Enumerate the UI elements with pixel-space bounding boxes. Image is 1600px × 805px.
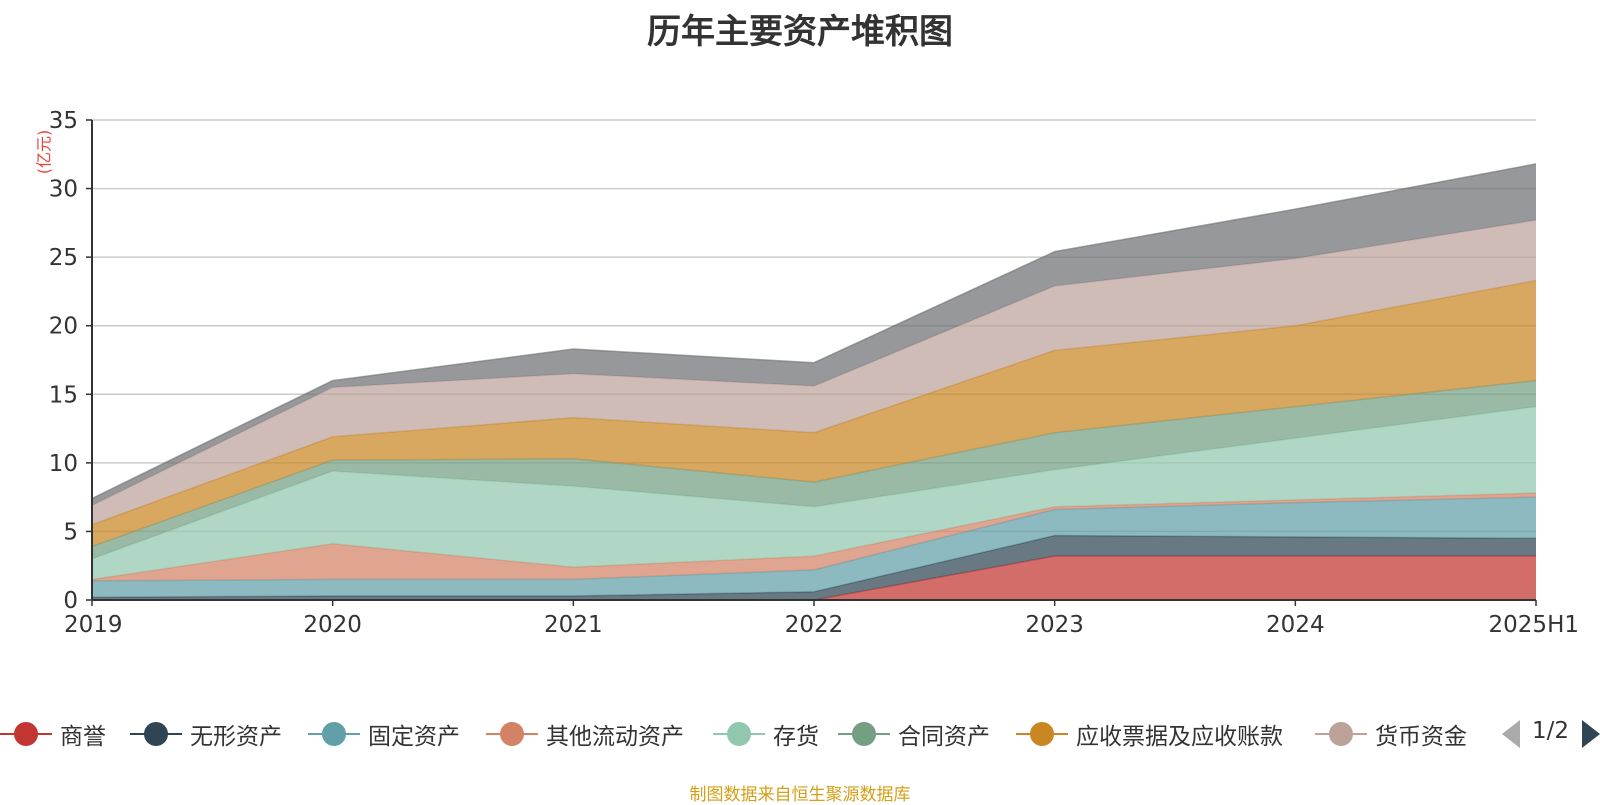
legend-label: 存货 — [773, 724, 819, 750]
area-series-7 — [92, 220, 1536, 525]
legend-marker-icon — [1315, 719, 1367, 749]
y-tick-label: 0 — [63, 588, 78, 614]
legend: 商誉 无形资产 固定资产 其他流动资产 存货 合同资产 应收票据及应收账款 货币资金 — [0, 714, 1600, 754]
legend-label: 其他流动资产 — [546, 724, 684, 750]
legend-item[interactable]: 无形资产 — [130, 714, 282, 754]
stacked-area-chart: 0 5 10 15 20 25 30 35 2019 2020 2021 2022 2023 2024 20… — [49, 108, 1579, 638]
y-tick-label: 10 — [49, 451, 78, 477]
legend-label: 商誉 — [60, 724, 106, 750]
y-tick-label: 35 — [49, 108, 78, 134]
area-series-2 — [92, 497, 1536, 598]
legend-item[interactable]: 货币资金 — [1315, 714, 1467, 754]
x-tick-label: 2022 — [785, 612, 844, 638]
legend-item[interactable]: 固定资产 — [308, 714, 460, 754]
legend-marker-icon — [713, 719, 765, 749]
area-series-4 — [92, 406, 1536, 580]
legend-item[interactable]: 合同资产 — [838, 714, 990, 754]
series-line-2 — [91, 496, 1537, 582]
area-series-0 — [92, 556, 1536, 600]
legend-item[interactable]: 存货 — [713, 714, 819, 754]
y-tick-label: 5 — [63, 519, 78, 545]
legend-label: 合同资产 — [898, 724, 990, 750]
area-series-8 — [92, 163, 1536, 506]
legend-page-indicator: 1/2 — [1532, 718, 1570, 744]
x-tick-label: 2023 — [1025, 612, 1084, 638]
y-tick-label: 25 — [49, 245, 78, 271]
legend-marker-icon — [0, 719, 52, 749]
y-tick-label: 30 — [49, 177, 78, 203]
area-series-6 — [92, 280, 1536, 547]
legend-item[interactable]: 其他流动资产 — [486, 714, 684, 754]
chart-title: 历年主要资产堆积图 — [647, 12, 953, 52]
legend-next-page-icon[interactable] — [1582, 720, 1600, 748]
legend-label: 货币资金 — [1375, 724, 1467, 750]
y-tick-label: 15 — [49, 382, 78, 408]
x-tick-label: 2020 — [303, 612, 362, 638]
area-series-5 — [92, 380, 1536, 559]
legend-label: 无形资产 — [190, 724, 282, 750]
x-tick-label: 2025H1 — [1489, 612, 1579, 638]
legend-label: 固定资产 — [368, 724, 460, 750]
legend-prev-page-icon[interactable] — [1502, 720, 1520, 748]
x-tick-label: 2021 — [544, 612, 603, 638]
y-tick-label: 20 — [49, 314, 78, 340]
area-series-1 — [92, 535, 1536, 600]
legend-item[interactable]: 商誉 — [0, 714, 106, 754]
x-tick-label: 2019 — [64, 612, 123, 638]
x-tick-label: 2024 — [1266, 612, 1325, 638]
legend-marker-icon — [308, 719, 360, 749]
legend-marker-icon — [838, 719, 890, 749]
series-line-8 — [91, 163, 1537, 500]
legend-marker-icon — [486, 719, 538, 749]
area-series-3 — [92, 493, 1536, 581]
legend-label: 应收票据及应收账款 — [1076, 724, 1283, 750]
legend-marker-icon — [130, 719, 182, 749]
legend-item[interactable]: 应收票据及应收账款 — [1016, 714, 1283, 754]
source-note: 制图数据来自恒生聚源数据库 — [689, 785, 911, 805]
legend-marker-icon — [1016, 719, 1068, 749]
